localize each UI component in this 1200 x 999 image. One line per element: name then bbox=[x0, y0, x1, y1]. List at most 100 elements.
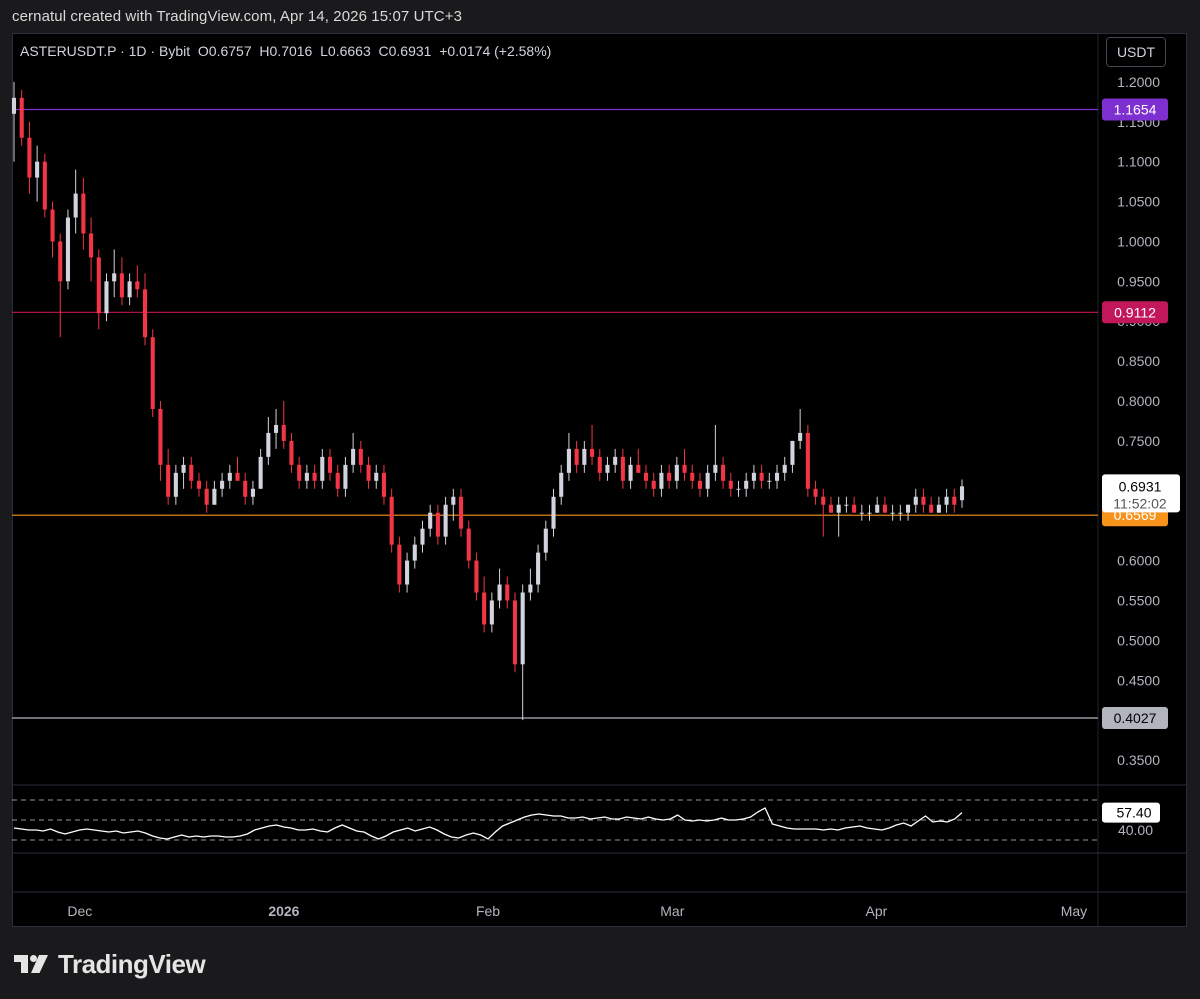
candle-body bbox=[682, 464, 687, 473]
candle-body bbox=[366, 464, 371, 481]
candle-body bbox=[320, 456, 325, 481]
candle-body bbox=[374, 472, 379, 481]
tradingview-wordmark: TradingView bbox=[58, 948, 206, 979]
candle-body bbox=[405, 560, 410, 585]
time-tick-label: 2026 bbox=[268, 903, 299, 919]
tradingview-logo: TradingView bbox=[14, 948, 206, 979]
time-tick-label: May bbox=[1061, 903, 1087, 919]
symbol-name: ASTERUSDT.P · 1D · Bybit bbox=[20, 43, 191, 59]
level-price-label: 1.1654 bbox=[1114, 101, 1157, 117]
price-tick-label: 0.3500 bbox=[1117, 752, 1160, 768]
candle-body bbox=[959, 486, 965, 501]
candle-body bbox=[528, 584, 533, 593]
candle-body bbox=[73, 193, 78, 218]
candle-body bbox=[351, 448, 356, 465]
rsi-value-label: 57.40 bbox=[1116, 805, 1151, 821]
candle-body bbox=[667, 472, 672, 481]
candle-body bbox=[297, 464, 302, 481]
candle-body bbox=[721, 464, 726, 481]
price-tick-label: 0.7500 bbox=[1117, 433, 1160, 449]
candle-body bbox=[913, 496, 918, 505]
candle-body bbox=[489, 600, 494, 625]
time-tick-label: Feb bbox=[476, 903, 500, 919]
candle-body bbox=[220, 480, 225, 489]
candle-body bbox=[158, 409, 163, 465]
candle-body bbox=[875, 504, 880, 513]
candle-body bbox=[96, 257, 101, 314]
candle-body bbox=[112, 273, 117, 282]
candle-body bbox=[705, 472, 710, 489]
candle-body bbox=[659, 472, 664, 489]
price-tick-label: 0.8500 bbox=[1117, 353, 1160, 369]
candle-body bbox=[274, 424, 279, 433]
candle-body bbox=[119, 273, 124, 298]
bar-countdown-label: 11:52:02 bbox=[1113, 495, 1167, 511]
price-tick-label: 0.5000 bbox=[1117, 632, 1160, 648]
candle-body bbox=[767, 480, 772, 482]
candle-body bbox=[728, 480, 733, 489]
candle-body bbox=[127, 281, 132, 298]
candle-body bbox=[482, 592, 487, 625]
candle-body bbox=[744, 480, 749, 489]
price-tick-label: 1.1000 bbox=[1117, 154, 1160, 170]
candle-body bbox=[643, 472, 649, 481]
candle-body bbox=[35, 161, 40, 178]
candle-body bbox=[628, 464, 633, 481]
candle-body bbox=[582, 448, 587, 465]
candle-body bbox=[289, 440, 294, 465]
candle-body bbox=[443, 504, 448, 537]
candle-body bbox=[196, 480, 202, 489]
candle-body bbox=[505, 584, 510, 601]
symbol-legend: ASTERUSDT.P · 1D · Bybit O0.6757 H0.7016… bbox=[20, 43, 551, 59]
candle-body bbox=[243, 480, 248, 497]
candle-body bbox=[821, 496, 826, 505]
candle-body bbox=[813, 488, 818, 497]
rsi-value-tag bbox=[1102, 802, 1160, 823]
candle-body bbox=[551, 496, 556, 529]
candle-body bbox=[636, 464, 641, 473]
candle-body bbox=[212, 488, 217, 505]
candle-body bbox=[50, 209, 55, 242]
candle-body bbox=[358, 448, 363, 465]
candle-body bbox=[751, 472, 756, 481]
candle-body bbox=[19, 97, 24, 138]
candle-body bbox=[227, 472, 232, 481]
candle-body bbox=[258, 456, 263, 489]
currency-button[interactable]: USDT bbox=[1106, 37, 1166, 67]
candle-body bbox=[89, 233, 94, 258]
candle-body bbox=[651, 480, 656, 489]
candle-body bbox=[697, 480, 702, 489]
candle-body bbox=[852, 504, 857, 513]
candle-body bbox=[381, 472, 386, 497]
candle-body bbox=[397, 544, 402, 585]
candle-body bbox=[65, 217, 70, 282]
candle-body bbox=[559, 472, 564, 497]
candle-body bbox=[343, 464, 348, 489]
level-price-tag bbox=[1102, 301, 1168, 324]
candle-body bbox=[898, 512, 903, 514]
candle-body bbox=[250, 488, 255, 497]
price-tick-label: 1.0500 bbox=[1117, 194, 1160, 210]
candle-body bbox=[428, 512, 433, 529]
candle-body bbox=[81, 193, 86, 234]
candle-body bbox=[27, 137, 32, 178]
legend-low: L0.6663 bbox=[320, 43, 371, 59]
candle-body bbox=[620, 456, 625, 481]
candle-body bbox=[906, 504, 911, 513]
candle-body bbox=[674, 464, 679, 481]
candle-body bbox=[736, 488, 741, 490]
candle-body bbox=[828, 504, 834, 513]
candle-body bbox=[536, 552, 541, 585]
tradingview-logo-icon bbox=[14, 955, 48, 973]
candle-body bbox=[166, 464, 171, 497]
candle-body bbox=[882, 504, 887, 513]
candle-body bbox=[474, 560, 479, 593]
last-price-tag bbox=[1102, 474, 1180, 513]
level-price-tag bbox=[1102, 98, 1168, 121]
candle-body bbox=[790, 440, 795, 465]
candle-body bbox=[859, 512, 864, 514]
price-tick-label: 0.9500 bbox=[1117, 273, 1160, 289]
candle-body bbox=[805, 432, 810, 489]
candle-body bbox=[543, 528, 548, 553]
